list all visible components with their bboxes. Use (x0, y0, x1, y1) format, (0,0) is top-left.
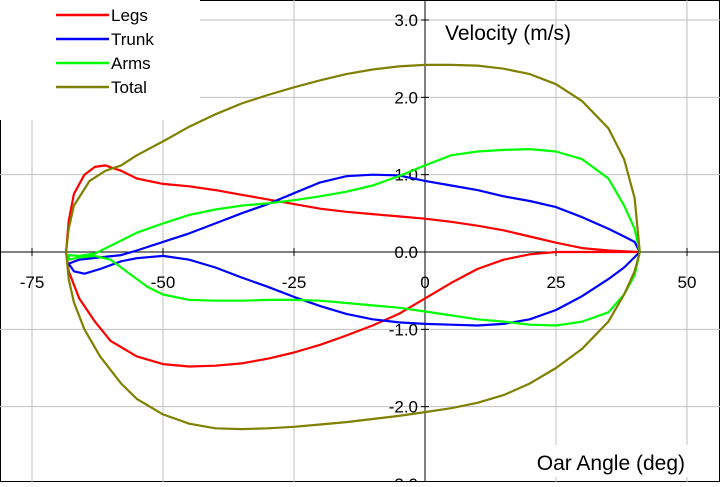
x-axis-title-background (488, 445, 690, 477)
series-line-total (65, 63, 641, 431)
series-line-trunk (67, 173, 641, 327)
legend-label-arms: Arms (111, 54, 151, 73)
y-tick-label: 2.0 (394, 88, 418, 107)
y-tick-label: -2.0 (389, 398, 418, 417)
legend: Legs Trunk Arms Total (0, 0, 200, 120)
series-line-arms (67, 148, 641, 327)
x-tick-label: -50 (151, 273, 176, 292)
x-tick-label: -75 (20, 273, 45, 292)
y-tick-label: 0.0 (394, 243, 418, 262)
y-tick-label: -3.0 (389, 475, 418, 482)
series-line-legs (65, 164, 640, 368)
legend-background (0, 0, 200, 120)
x-tick-label: 50 (678, 273, 697, 292)
y-axis-title: Velocity (m/s) (445, 22, 571, 45)
y-tick-label: 3.0 (394, 11, 418, 30)
x-tick-label: 0 (420, 273, 429, 292)
legend-label-trunk: Trunk (111, 30, 154, 49)
series-layer (65, 63, 641, 431)
x-tick-label: 25 (547, 273, 566, 292)
x-tick-label: -25 (282, 273, 307, 292)
x-axis-title: Oar Angle (deg) (537, 452, 685, 475)
legend-label-total: Total (111, 78, 147, 97)
legend-label-legs: Legs (111, 6, 148, 25)
y-tick-label: -1.0 (389, 320, 418, 339)
